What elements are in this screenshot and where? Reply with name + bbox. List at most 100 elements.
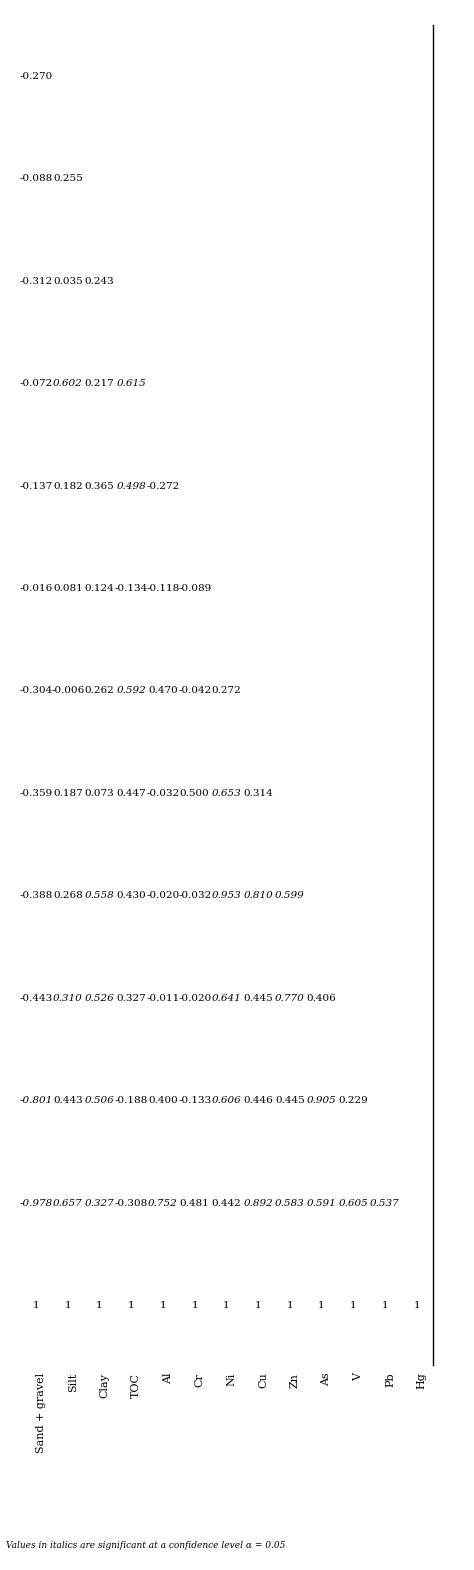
Text: Hg: Hg: [417, 1372, 427, 1389]
Text: 0.892: 0.892: [243, 1199, 273, 1207]
Text: -0.011: -0.011: [146, 994, 180, 1003]
Text: 0.481: 0.481: [180, 1199, 210, 1207]
Text: 0.558: 0.558: [85, 892, 114, 901]
Text: -0.978: -0.978: [19, 1199, 53, 1207]
Text: 0.526: 0.526: [85, 994, 114, 1003]
Text: 0.268: 0.268: [53, 892, 82, 901]
Text: 0.310: 0.310: [53, 994, 82, 1003]
Text: 0.400: 0.400: [148, 1096, 178, 1105]
Text: 0.592: 0.592: [117, 686, 146, 696]
Text: 1: 1: [96, 1302, 103, 1311]
Text: 0.537: 0.537: [370, 1199, 400, 1207]
Text: -0.270: -0.270: [19, 72, 53, 80]
Text: -0.272: -0.272: [146, 482, 180, 490]
Text: TOC: TOC: [131, 1372, 141, 1397]
Text: 0.243: 0.243: [85, 276, 114, 286]
Text: 1: 1: [286, 1302, 293, 1311]
Text: 0.255: 0.255: [53, 174, 82, 184]
Text: 0.446: 0.446: [243, 1096, 273, 1105]
Text: 1: 1: [160, 1302, 166, 1311]
Text: -0.388: -0.388: [19, 892, 53, 901]
Text: 0.602: 0.602: [53, 378, 82, 388]
Text: -0.133: -0.133: [178, 1096, 211, 1105]
Text: 0.327: 0.327: [85, 1199, 114, 1207]
Text: 0.182: 0.182: [53, 482, 82, 490]
Text: 0.653: 0.653: [211, 790, 241, 798]
Text: -0.006: -0.006: [51, 686, 84, 696]
Text: Pb: Pb: [385, 1372, 395, 1388]
Text: Ni: Ni: [227, 1372, 237, 1386]
Text: Silt: Silt: [68, 1372, 78, 1393]
Text: 1: 1: [223, 1302, 230, 1311]
Text: -0.801: -0.801: [19, 1096, 53, 1105]
Text: 0.124: 0.124: [85, 584, 114, 593]
Text: 0.445: 0.445: [275, 1096, 305, 1105]
Text: 0.406: 0.406: [307, 994, 337, 1003]
Text: 1: 1: [413, 1302, 420, 1311]
Text: 1: 1: [255, 1302, 262, 1311]
Text: Zn: Zn: [290, 1372, 300, 1388]
Text: -0.359: -0.359: [19, 790, 53, 798]
Text: As: As: [321, 1372, 331, 1386]
Text: Al: Al: [163, 1372, 173, 1385]
Text: 0.752: 0.752: [148, 1199, 178, 1207]
Text: 0.500: 0.500: [180, 790, 210, 798]
Text: 0.314: 0.314: [243, 790, 273, 798]
Text: Clay: Clay: [100, 1372, 109, 1397]
Text: Sand + gravel: Sand + gravel: [36, 1372, 46, 1452]
Text: 1: 1: [382, 1302, 388, 1311]
Text: -0.304: -0.304: [19, 686, 53, 696]
Text: 1: 1: [191, 1302, 198, 1311]
Text: 0.905: 0.905: [307, 1096, 337, 1105]
Text: Cu: Cu: [258, 1372, 268, 1388]
Text: 0.217: 0.217: [85, 378, 114, 388]
Text: -0.088: -0.088: [19, 174, 53, 184]
Text: -0.042: -0.042: [178, 686, 211, 696]
Text: 0.498: 0.498: [117, 482, 146, 490]
Text: 0.770: 0.770: [275, 994, 305, 1003]
Text: -0.032: -0.032: [178, 892, 211, 901]
Text: 1: 1: [33, 1302, 39, 1311]
Text: 0.430: 0.430: [117, 892, 146, 901]
Text: -0.089: -0.089: [178, 584, 211, 593]
Text: 0.442: 0.442: [211, 1199, 241, 1207]
Text: -0.016: -0.016: [19, 584, 53, 593]
Text: -0.188: -0.188: [115, 1096, 148, 1105]
Text: 0.187: 0.187: [53, 790, 82, 798]
Text: -0.443: -0.443: [19, 994, 53, 1003]
Text: 0.641: 0.641: [211, 994, 241, 1003]
Text: 0.035: 0.035: [53, 276, 82, 286]
Text: 1: 1: [318, 1302, 325, 1311]
Text: V: V: [353, 1372, 363, 1380]
Text: -0.118: -0.118: [146, 584, 180, 593]
Text: -0.134: -0.134: [115, 584, 148, 593]
Text: Values in italics are significant at a confidence level α = 0.05: Values in italics are significant at a c…: [6, 1540, 285, 1550]
Text: 0.081: 0.081: [53, 584, 82, 593]
Text: 0.327: 0.327: [117, 994, 146, 1003]
Text: 0.229: 0.229: [338, 1096, 368, 1105]
Text: 0.606: 0.606: [211, 1096, 241, 1105]
Text: Cr: Cr: [195, 1372, 205, 1386]
Text: 0.445: 0.445: [243, 994, 273, 1003]
Text: 0.443: 0.443: [53, 1096, 82, 1105]
Text: 1: 1: [350, 1302, 356, 1311]
Text: 1: 1: [128, 1302, 135, 1311]
Text: 0.365: 0.365: [85, 482, 114, 490]
Text: 0.506: 0.506: [85, 1096, 114, 1105]
Text: 0.470: 0.470: [148, 686, 178, 696]
Text: 0.605: 0.605: [338, 1199, 368, 1207]
Text: -0.308: -0.308: [115, 1199, 148, 1207]
Text: 0.262: 0.262: [85, 686, 114, 696]
Text: 1: 1: [64, 1302, 71, 1311]
Text: 0.657: 0.657: [53, 1199, 82, 1207]
Text: 0.073: 0.073: [85, 790, 114, 798]
Text: -0.072: -0.072: [19, 378, 53, 388]
Text: 0.591: 0.591: [307, 1199, 337, 1207]
Text: 0.615: 0.615: [117, 378, 146, 388]
Text: -0.312: -0.312: [19, 276, 53, 286]
Text: 0.583: 0.583: [275, 1199, 305, 1207]
Text: 0.272: 0.272: [211, 686, 241, 696]
Text: -0.032: -0.032: [146, 790, 180, 798]
Text: 0.599: 0.599: [275, 892, 305, 901]
Text: 0.810: 0.810: [243, 892, 273, 901]
